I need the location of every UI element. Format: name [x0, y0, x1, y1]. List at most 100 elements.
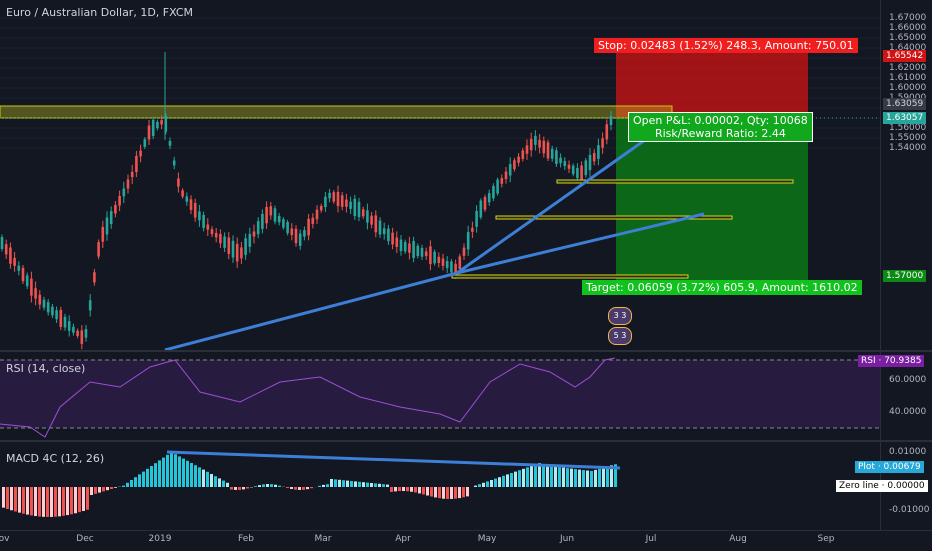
- price-tick: 1.60000: [889, 83, 926, 93]
- candle: [543, 141, 546, 154]
- candle: [601, 138, 604, 147]
- rsi-pane[interactable]: RSI (14, close): [0, 352, 880, 440]
- candle: [429, 246, 432, 264]
- candle: [211, 229, 214, 234]
- macd-canvas: [0, 442, 880, 530]
- candle: [131, 172, 134, 177]
- candle: [26, 275, 29, 286]
- macd-bar: [166, 455, 169, 487]
- macd-bar: [74, 487, 77, 513]
- candle: [576, 168, 579, 178]
- time-tick: Jun: [560, 534, 574, 544]
- candle: [328, 193, 331, 198]
- macd-divergence-line[interactable]: [167, 452, 620, 468]
- candle: [286, 222, 289, 233]
- macd-bar: [334, 479, 337, 487]
- candle: [1, 237, 4, 249]
- macd-bar: [214, 476, 217, 487]
- macd-bar: [158, 460, 161, 487]
- price-chart-pane[interactable]: Euro / Australian Dollar, 1D, FXCM Stop:…: [0, 0, 880, 350]
- macd-bar: [278, 486, 281, 487]
- candle: [194, 203, 197, 218]
- event-bubble-1[interactable]: 3 3: [608, 307, 632, 325]
- candle: [383, 228, 386, 234]
- macd-bar: [426, 487, 429, 496]
- candle: [186, 196, 189, 201]
- candle: [593, 153, 596, 161]
- symbol-title[interactable]: Euro / Australian Dollar, 1D, FXCM: [6, 6, 193, 19]
- candle: [215, 233, 218, 237]
- macd-bar: [226, 483, 229, 487]
- candle: [68, 321, 71, 331]
- trendline-lower[interactable]: [165, 273, 457, 350]
- macd-bar: [106, 487, 109, 490]
- macd-bar: [326, 484, 329, 487]
- take-profit-zone[interactable]: [616, 118, 808, 280]
- time-tick: ov: [0, 534, 9, 544]
- candle: [18, 266, 21, 271]
- resistance-zone[interactable]: [0, 106, 672, 118]
- macd-bar: [430, 487, 433, 497]
- candle: [72, 327, 75, 333]
- macd-pane[interactable]: MACD 4C (12, 26): [0, 442, 880, 530]
- macd-bar: [14, 487, 17, 511]
- candle: [219, 234, 222, 243]
- support-line-3[interactable]: [452, 275, 688, 278]
- candle: [412, 241, 415, 258]
- macd-bar: [274, 485, 277, 487]
- macd-bar: [482, 483, 485, 487]
- macd-bar: [230, 487, 233, 490]
- candle: [446, 261, 449, 268]
- candle: [505, 172, 508, 180]
- pnl-box[interactable]: Open P&L: 0.00002, Qty: 10068 Risk/Rewar…: [628, 112, 813, 142]
- candle: [303, 230, 306, 236]
- macd-bar: [602, 468, 605, 487]
- time-tick: May: [478, 534, 497, 544]
- candle: [114, 205, 117, 214]
- macd-bar: [78, 487, 81, 512]
- candle: [253, 231, 256, 236]
- macd-bar: [126, 483, 129, 487]
- macd-bar: [202, 470, 205, 487]
- candle: [89, 300, 92, 310]
- support-line-1[interactable]: [557, 180, 793, 183]
- macd-bar: [394, 487, 397, 491]
- macd-bar: [178, 456, 181, 487]
- candle: [156, 122, 159, 128]
- candle: [349, 202, 352, 209]
- macd-bar: [474, 486, 477, 487]
- candle: [551, 149, 554, 159]
- macd-bar: [378, 484, 381, 487]
- rsi-legend[interactable]: RSI (14, close): [6, 362, 85, 375]
- macd-bar: [182, 459, 185, 487]
- macd-bar: [246, 487, 249, 489]
- candle: [534, 136, 537, 145]
- macd-bar: [286, 487, 289, 488]
- time-tick: Apr: [395, 534, 411, 544]
- macd-bar: [134, 477, 137, 487]
- price-tick: 1.54000: [889, 143, 926, 153]
- macd-bar: [522, 469, 525, 487]
- candle: [475, 211, 478, 227]
- macd-bar: [54, 487, 57, 517]
- macd-bar: [26, 487, 29, 515]
- macd-bar: [410, 487, 413, 492]
- candle: [333, 192, 336, 201]
- event-bubble-2[interactable]: 5 3: [608, 327, 632, 345]
- candle: [404, 242, 407, 251]
- candle: [190, 199, 193, 210]
- macd-bar: [42, 487, 45, 517]
- macd-legend[interactable]: MACD 4C (12, 26): [6, 452, 104, 465]
- price-tag: 1.63059: [883, 98, 926, 110]
- time-tick: Aug: [729, 534, 747, 544]
- candle: [5, 244, 8, 254]
- macd-bar: [598, 469, 601, 487]
- macd-bar: [30, 487, 33, 515]
- macd-bar: [414, 487, 417, 493]
- rsi-tick-40: 40.0000: [889, 407, 926, 417]
- price-tag: 1.57000: [883, 270, 926, 282]
- macd-bar: [514, 472, 517, 487]
- pnl-label: Open P&L: 0.00002, Qty: 10068: [633, 114, 808, 127]
- macd-bar: [354, 481, 357, 487]
